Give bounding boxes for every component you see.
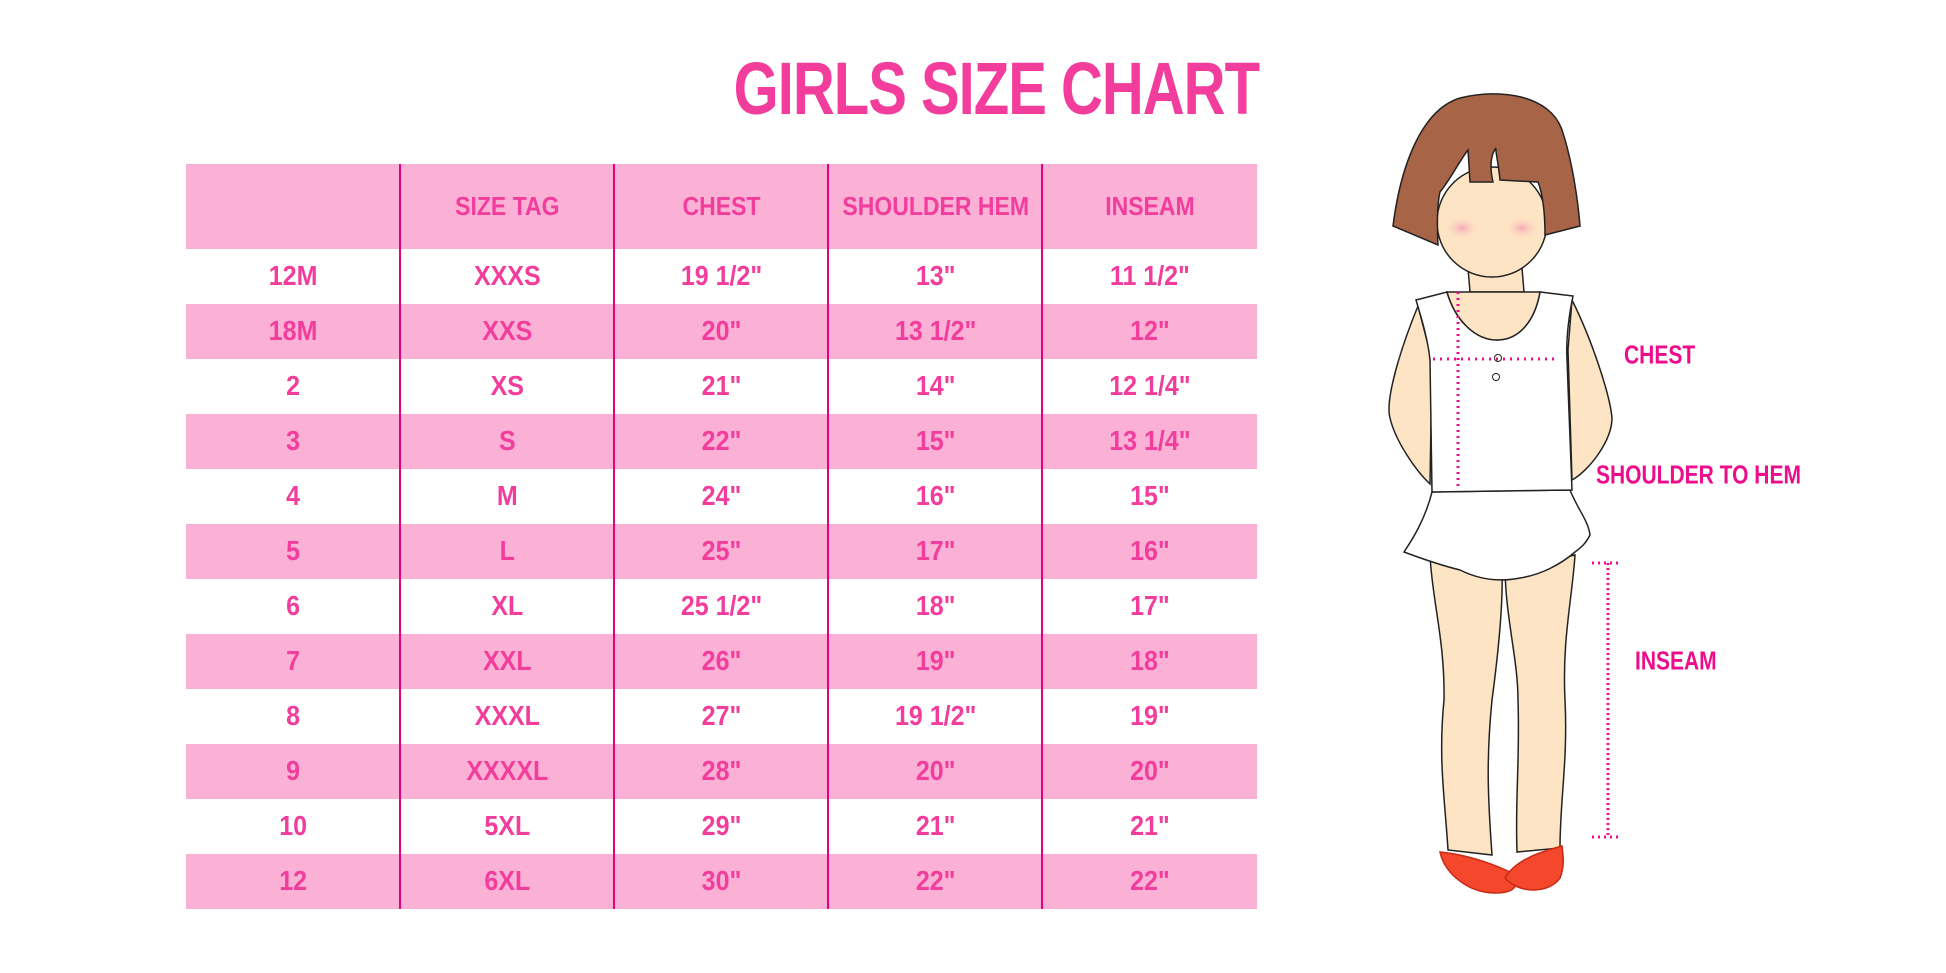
table-cell: XS	[490, 370, 524, 402]
table-cell: 27"	[701, 700, 742, 732]
table-row: 7 XXL 26" 19" 18"	[186, 634, 1257, 689]
table-row: 5 L 25" 17" 16"	[186, 524, 1257, 579]
table-row: 3 S 22" 15" 13 1/4"	[186, 414, 1257, 469]
table-cell: 17"	[915, 535, 956, 567]
page-title: GIRLS SIZE CHART	[733, 47, 1260, 131]
table-cell: XXXS	[473, 260, 541, 292]
bloomers	[1402, 489, 1591, 581]
table-cell: 19 1/2"	[680, 260, 763, 292]
table-cell: 21"	[701, 370, 742, 402]
table-cell: 22"	[701, 425, 742, 457]
table-cell: XXS	[482, 315, 533, 347]
table-cell: 20"	[701, 315, 742, 347]
table-cell: 21"	[915, 810, 956, 842]
table-cell: 5	[286, 535, 301, 567]
table-cell: 11 1/2"	[1109, 260, 1190, 292]
table-cell: 18"	[915, 590, 956, 622]
header-cell: CHEST	[682, 191, 761, 221]
table-cell: 12 1/4"	[1109, 370, 1191, 402]
table-cell: XL	[491, 590, 524, 622]
button-icon	[1492, 373, 1500, 381]
table-cell: 6XL	[484, 865, 531, 897]
table-cell: 25 1/2"	[680, 590, 763, 622]
table-cell: 29"	[701, 810, 742, 842]
header-cell: SHOULDER HEM	[842, 191, 1029, 221]
table-cell: 9	[286, 755, 301, 787]
column-divider	[827, 164, 829, 909]
table-cell: XXXL	[474, 700, 540, 732]
right-arm	[1567, 297, 1613, 482]
table-header: SIZE TAG CHEST SHOULDER HEM INSEAM	[186, 164, 1257, 249]
table-cell: 4	[286, 480, 301, 512]
table-cell: S	[498, 425, 516, 457]
table-cell: 17"	[1130, 590, 1170, 622]
table-row: 2 XS 21" 14" 12 1/4"	[186, 359, 1257, 414]
table-cell: 21"	[1130, 810, 1170, 842]
table-cell: 6	[286, 590, 301, 622]
header-cell: INSEAM	[1105, 191, 1195, 221]
table-row: 6 XL 25 1/2" 18" 17"	[186, 579, 1257, 634]
table-cell: 25"	[701, 535, 742, 567]
size-table: SIZE TAG CHEST SHOULDER HEM INSEAM 12M XX…	[186, 164, 1257, 909]
table-cell: 8	[286, 700, 301, 732]
table-cell: 16"	[915, 480, 956, 512]
right-shoe	[1504, 845, 1564, 891]
table-cell: L	[499, 535, 515, 567]
table-cell: 15"	[915, 425, 956, 457]
hair	[1392, 93, 1581, 247]
table-row: 8 XXXL 27" 19 1/2" 19"	[186, 689, 1257, 744]
left-shoe	[1439, 851, 1517, 894]
table-cell: 18M	[268, 315, 318, 347]
table-row: 9 XXXXL 28" 20" 20"	[186, 744, 1257, 799]
table-cell: 24"	[701, 480, 742, 512]
table-cell: 28"	[701, 755, 742, 787]
table-cell: 20"	[1130, 755, 1170, 787]
table-cell: 30"	[701, 865, 742, 897]
shoulder-to-hem-label: SHOULDER TO HEM	[1596, 461, 1801, 490]
column-divider	[399, 164, 401, 909]
table-cell: 19 1/2"	[895, 700, 977, 732]
table-cell: 12"	[1130, 315, 1170, 347]
table-cell: 3	[286, 425, 301, 457]
table-row: 12 6XL 30" 22" 22"	[186, 854, 1257, 909]
table-cell: XXXXL	[466, 755, 549, 787]
left-arm	[1388, 303, 1433, 486]
table-cell: 20"	[915, 755, 956, 787]
table-cell: 5XL	[484, 810, 531, 842]
inseam-label: INSEAM	[1635, 647, 1717, 676]
table-cell: 2	[286, 370, 301, 402]
table-cell: 12M	[268, 260, 318, 292]
column-divider	[1041, 164, 1043, 909]
table-cell: 14"	[915, 370, 956, 402]
table-row: 10 5XL 29" 21" 21"	[186, 799, 1257, 854]
table-row: 12M XXXS 19 1/2" 13" 11 1/2"	[186, 249, 1257, 304]
table-cell: M	[496, 480, 518, 512]
table-cell: 13 1/2"	[895, 315, 977, 347]
header-cell: SIZE TAG	[455, 191, 560, 221]
table-cell: XXL	[482, 645, 532, 677]
table-cell: 26"	[701, 645, 742, 677]
table-cell: 13"	[915, 260, 956, 292]
right-leg	[1504, 554, 1576, 853]
chest-label: CHEST	[1624, 341, 1696, 370]
table-cell: 18"	[1130, 645, 1170, 677]
table-cell: 12	[279, 865, 307, 897]
left-leg	[1429, 554, 1503, 856]
table-cell: 19"	[915, 645, 956, 677]
table-row: 18M XXS 20" 13 1/2" 12"	[186, 304, 1257, 359]
table-cell: 7	[286, 645, 301, 677]
table-cell: 19"	[1130, 700, 1170, 732]
table-cell: 22"	[915, 865, 956, 897]
table-cell: 13 1/4"	[1109, 425, 1191, 457]
table-row: 4 M 24" 16" 15"	[186, 469, 1257, 524]
table-cell: 16"	[1130, 535, 1170, 567]
column-divider	[613, 164, 615, 909]
table-cell: 22"	[1130, 865, 1170, 897]
table-cell: 15"	[1130, 480, 1170, 512]
table-cell: 10	[279, 810, 307, 842]
